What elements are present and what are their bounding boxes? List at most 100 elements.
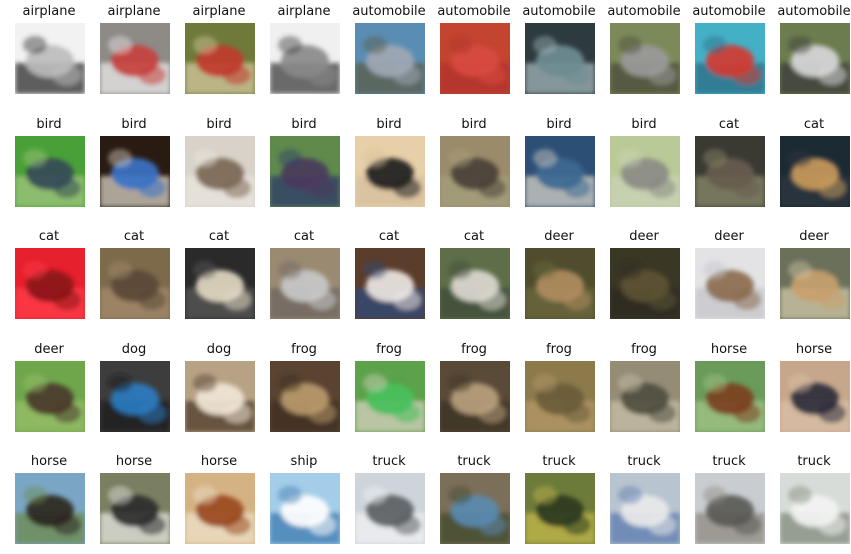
image-tile: truck [687,450,771,554]
image-tile: cat [347,225,431,329]
thumbnail-image [15,248,85,319]
image-tile: automobile [772,0,851,104]
image-tile: automobile [347,0,431,104]
thumbnail-image [780,248,850,319]
thumbnail-art [695,473,765,544]
thumbnail-art [15,361,85,432]
thumbnail-image [610,361,680,432]
image-label: deer [629,229,659,244]
image-tile: deer [517,225,601,329]
thumbnail-image [100,473,170,544]
thumbnail-image [440,361,510,432]
thumbnail-image [185,361,255,432]
image-label: truck [797,454,831,469]
image-label: cat [293,229,315,244]
image-tile: deer [7,338,91,442]
image-label: automobile [692,4,766,19]
image-label: truck [542,454,576,469]
thumbnail-image [270,248,340,319]
thumbnail-art [525,361,595,432]
thumbnail-art [270,248,340,319]
thumbnail-image [525,361,595,432]
image-tile: frog [602,338,686,442]
thumbnail-image [355,23,425,94]
image-tile: frog [517,338,601,442]
thumbnail-art [355,136,425,207]
thumbnail-image [270,23,340,94]
image-label: horse [115,454,153,469]
image-label: ship [290,454,318,469]
thumbnail-art [355,473,425,544]
thumbnail-art [100,136,170,207]
image-label: cat [463,229,485,244]
image-tile: automobile [432,0,516,104]
image-tile: cat [772,113,851,217]
thumbnail-image [525,136,595,207]
thumbnail-image [695,361,765,432]
thumbnail-image [525,473,595,544]
image-label: truck [457,454,491,469]
image-tile: horse [177,450,261,554]
image-tile: cat [687,113,771,217]
image-tile: ship [262,450,346,554]
image-label: bird [206,117,232,132]
image-tile: cat [92,225,176,329]
thumbnail-art [15,23,85,94]
image-tile: cat [177,225,261,329]
thumbnail-art [525,136,595,207]
image-label: deer [34,342,64,357]
thumbnail-image [695,248,765,319]
image-label: automobile [437,4,511,19]
image-label: cat [38,229,60,244]
thumbnail-art [610,248,680,319]
thumbnail-image [355,473,425,544]
image-tile: truck [347,450,431,554]
thumbnail-art [355,23,425,94]
image-tile: bird [177,113,261,217]
thumbnail-art [780,473,850,544]
thumbnail-image [610,23,680,94]
image-label: deer [544,229,574,244]
thumbnail-art [695,136,765,207]
image-tile: dog [177,338,261,442]
thumbnail-image [270,473,340,544]
thumbnail-image [695,136,765,207]
thumbnail-image [610,473,680,544]
thumbnail-art [185,473,255,544]
image-tile: dog [92,338,176,442]
image-label: bird [121,117,147,132]
image-label: truck [712,454,746,469]
thumbnail-art [780,23,850,94]
thumbnail-art [440,136,510,207]
thumbnail-art [270,473,340,544]
thumbnail-art [100,23,170,94]
thumbnail-art [185,136,255,207]
image-tile: bird [92,113,176,217]
thumbnail-image [695,473,765,544]
thumbnail-art [610,136,680,207]
thumbnail-image [780,361,850,432]
thumbnail-image [355,248,425,319]
thumbnail-art [780,248,850,319]
thumbnail-art [610,361,680,432]
thumbnail-image [100,136,170,207]
image-tile: horse [687,338,771,442]
thumbnail-image [525,23,595,94]
thumbnail-image [780,473,850,544]
thumbnail-art [270,23,340,94]
thumbnail-image [100,23,170,94]
thumbnail-image [355,361,425,432]
image-label: cat [718,117,740,132]
image-label: truck [372,454,406,469]
image-label: cat [208,229,230,244]
image-tile: bird [602,113,686,217]
thumbnail-image [15,361,85,432]
thumbnail-image [185,248,255,319]
image-label: deer [714,229,744,244]
image-tile: deer [772,225,851,329]
image-label: airplane [277,4,331,19]
thumbnail-image [525,248,595,319]
thumbnail-art [440,248,510,319]
thumbnail-art [355,361,425,432]
